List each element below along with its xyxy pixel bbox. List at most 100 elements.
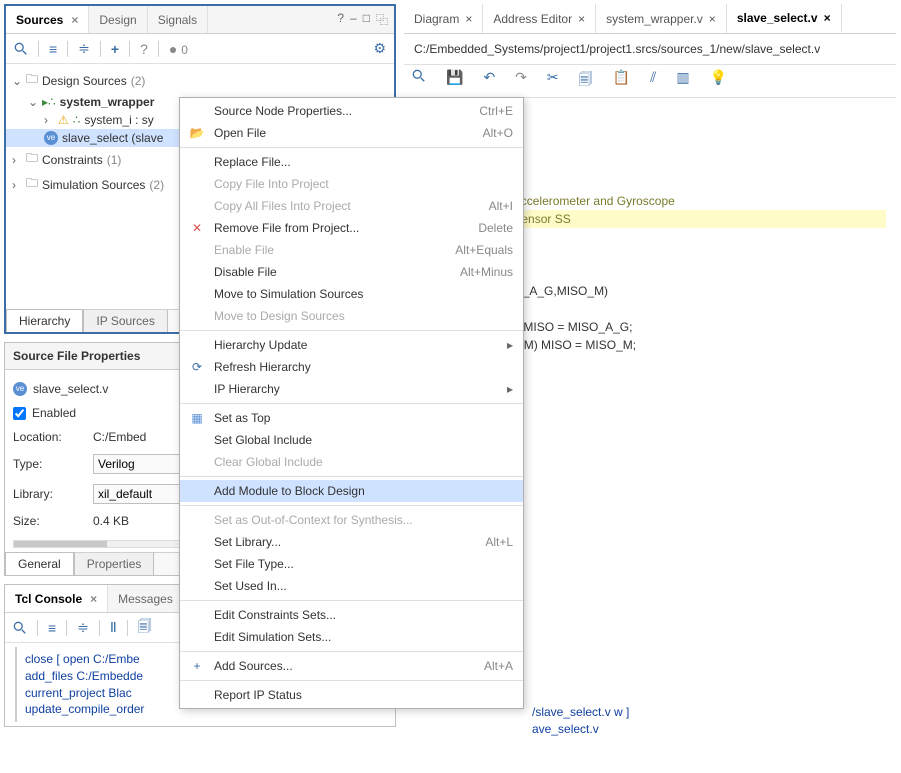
tab-messages[interactable]: Messages <box>108 585 184 612</box>
close-icon[interactable]: × <box>709 12 716 26</box>
library-input[interactable] <box>93 484 193 504</box>
menu-item[interactable]: Report IP Status <box>180 684 523 706</box>
menu-item-label: Set as Top <box>214 411 513 425</box>
help-icon[interactable]: ? <box>337 11 344 28</box>
menu-item-shortcut: Ctrl+E <box>479 104 513 118</box>
menu-item[interactable]: Set Global Include <box>180 429 523 451</box>
tab-tcl-console[interactable]: Tcl Console × <box>5 585 108 612</box>
expand-icon[interactable]: › <box>12 153 22 167</box>
menu-item[interactable]: Move to Simulation Sources <box>180 283 523 305</box>
tab-system-wrapper[interactable]: system_wrapper.v× <box>596 4 727 33</box>
menu-item[interactable]: +Add Sources...Alt+A <box>180 655 523 677</box>
menu-item[interactable]: ⟳Refresh Hierarchy <box>180 356 523 378</box>
menu-item[interactable]: Edit Simulation Sets... <box>180 626 523 648</box>
menu-item-label: Copy File Into Project <box>214 177 513 191</box>
tab-address-editor[interactable]: Address Editor× <box>483 4 596 33</box>
collapse-icon[interactable]: ⌄ <box>28 95 38 109</box>
menu-item[interactable]: ▦Set as Top <box>180 407 523 429</box>
maximize-icon[interactable]: □ <box>363 11 370 28</box>
search-icon[interactable] <box>13 621 27 635</box>
close-icon[interactable]: × <box>71 13 78 27</box>
tab-sources[interactable]: Sources × <box>6 6 89 33</box>
help2-icon[interactable]: ? <box>140 41 148 57</box>
clipboard-icon[interactable]: 🗐 <box>138 616 152 640</box>
paste-icon[interactable]: 📋 <box>613 69 630 93</box>
library-label: Library: <box>13 487 93 501</box>
tree-design-sources[interactable]: ⌄ 🗀 Design Sources (2) <box>6 68 394 93</box>
search-icon[interactable] <box>412 69 426 93</box>
expand-icon[interactable]: › <box>44 113 54 127</box>
menu-item-shortcut: Delete <box>478 221 513 235</box>
status-icon[interactable]: ● 0 <box>169 41 188 57</box>
menu-item-shortcut: Alt+L <box>485 535 513 549</box>
tree-label: slave_select (slave <box>62 131 163 145</box>
menu-item[interactable]: Edit Constraints Sets... <box>180 604 523 626</box>
menu-item-label: Disable File <box>214 265 452 279</box>
menu-item-label: Move to Design Sources <box>214 309 513 323</box>
menu-item[interactable]: Source Node Properties... Ctrl+E <box>180 100 523 122</box>
menu-item: Clear Global Include <box>180 451 523 473</box>
collapse-icon[interactable]: ≡ <box>48 620 56 636</box>
tab-signals[interactable]: Signals <box>148 6 208 33</box>
module-icon: ▸∴ <box>42 95 56 109</box>
tab-slave-select[interactable]: slave_select.v× <box>727 4 842 33</box>
menu-item[interactable]: ✕Remove File from Project...Delete <box>180 217 523 239</box>
warning-icon: ⚠ <box>58 113 69 127</box>
menu-item-label: Set Used In... <box>214 579 513 593</box>
menu-item-label: Report IP Status <box>214 688 513 702</box>
cut-icon[interactable]: ✂ <box>547 69 559 93</box>
minimize-icon[interactable]: – <box>350 11 357 28</box>
collapse-icon[interactable]: ⌄ <box>12 74 22 88</box>
menu-item-label: Source Node Properties... <box>214 104 471 118</box>
tab-ip-sources[interactable]: IP Sources <box>83 309 167 332</box>
menu-item-label: Add Module to Block Design <box>214 484 513 498</box>
menu-item[interactable]: IP Hierarchy▸ <box>180 378 523 400</box>
enabled-label: Enabled <box>32 406 76 420</box>
tab-design[interactable]: Design <box>89 6 147 33</box>
restore-icon[interactable]: ⿻ <box>376 11 388 28</box>
menu-item-icon: ✕ <box>188 221 206 235</box>
menu-item[interactable]: 📂Open FileAlt+O <box>180 122 523 144</box>
expand-icon[interactable]: ≑ <box>78 40 90 57</box>
menu-item[interactable]: Add Module to Block Design <box>180 480 523 502</box>
close-icon[interactable]: × <box>578 12 585 26</box>
collapse-icon[interactable]: ≡ <box>49 41 57 57</box>
verilog-icon: ve <box>44 131 58 145</box>
undo-icon[interactable]: ↶ <box>483 69 495 93</box>
tab-diagram[interactable]: Diagram× <box>404 4 483 33</box>
expand-icon[interactable]: ≑ <box>77 619 89 636</box>
bulb-icon[interactable]: 💡 <box>710 69 727 93</box>
type-label: Type: <box>13 457 93 471</box>
file-path: C:/Embedded_Systems/project1/project1.sr… <box>404 34 896 64</box>
settings-icon[interactable]: ⚙ <box>373 40 386 57</box>
close-icon[interactable]: × <box>90 592 97 606</box>
menu-item[interactable]: Set File Type... <box>180 553 523 575</box>
enabled-checkbox[interactable] <box>13 407 26 420</box>
expand-icon[interactable]: › <box>12 178 22 192</box>
tab-general[interactable]: General <box>5 552 74 575</box>
folder-icon: 🗀 <box>26 70 38 91</box>
code-toolbar: 💾 ↶ ↷ ✂ 🗐 📋 ⫽ ▥ 💡 <box>404 64 896 98</box>
menu-item[interactable]: Hierarchy Update▸ <box>180 334 523 356</box>
add-icon[interactable]: + <box>111 41 119 57</box>
menu-item[interactable]: Disable FileAlt+Minus <box>180 261 523 283</box>
comment-icon[interactable]: ⫽ <box>650 69 656 93</box>
tab-properties[interactable]: Properties <box>74 552 155 575</box>
copy-icon[interactable]: 🗐 <box>579 69 593 93</box>
menu-item[interactable]: Set Library...Alt+L <box>180 531 523 553</box>
menu-item[interactable]: Set Used In... <box>180 575 523 597</box>
search-icon[interactable] <box>14 42 28 56</box>
redo-icon[interactable]: ↷ <box>515 69 527 93</box>
close-icon[interactable]: × <box>824 11 831 25</box>
menu-item-label: Copy All Files Into Project <box>214 199 481 213</box>
close-icon[interactable]: × <box>465 12 472 26</box>
type-input[interactable] <box>93 454 193 474</box>
menu-item[interactable]: Replace File... <box>180 151 523 173</box>
tab-hierarchy[interactable]: Hierarchy <box>6 309 83 332</box>
location-label: Location: <box>13 430 93 444</box>
size-label: Size: <box>13 514 93 528</box>
pause-icon[interactable]: Ⅱ <box>110 619 117 636</box>
save-icon[interactable]: 💾 <box>446 69 463 93</box>
menu-item: Move to Design Sources <box>180 305 523 327</box>
column-icon[interactable]: ▥ <box>676 69 689 93</box>
